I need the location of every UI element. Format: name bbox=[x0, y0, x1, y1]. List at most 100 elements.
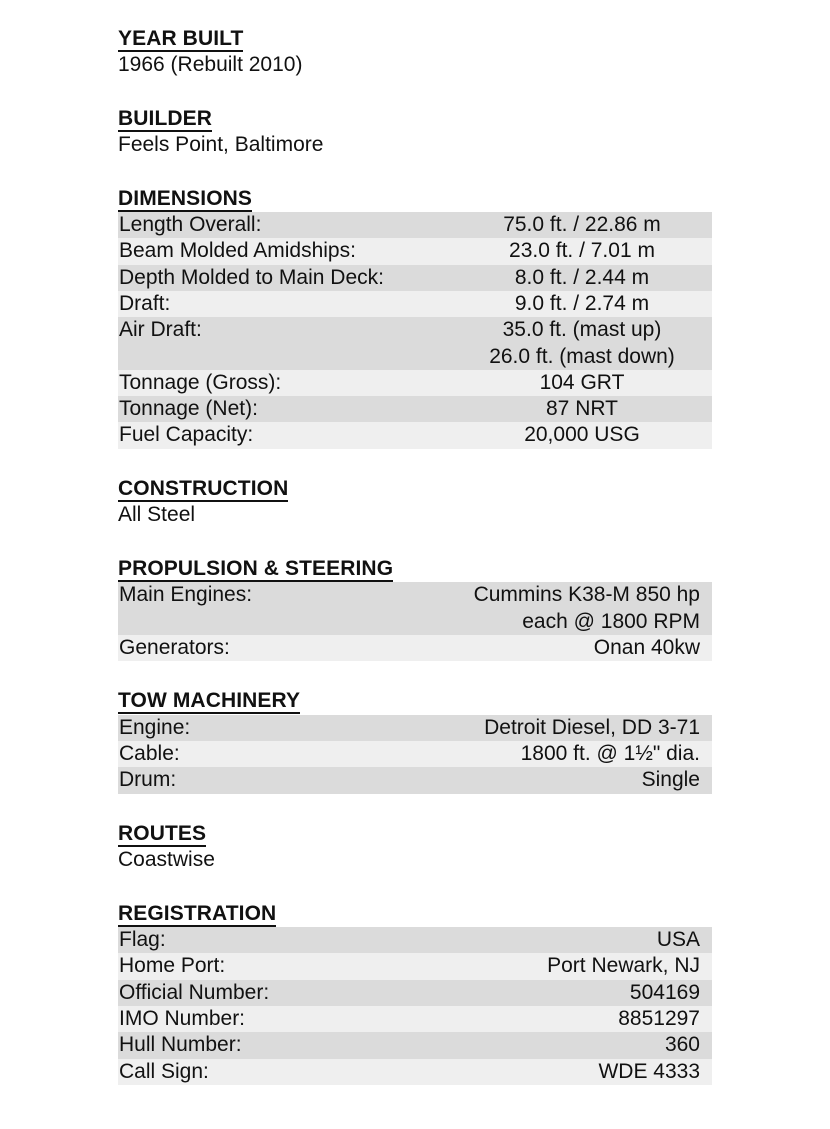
spec-value: Onan 40kw bbox=[594, 635, 712, 661]
spec-value-line: Cummins K38-M 850 hp bbox=[473, 583, 700, 607]
section-heading-wrap: CONSTRUCTION bbox=[118, 475, 712, 503]
spec-label: Beam Molded Amidships: bbox=[119, 239, 356, 263]
spec-label: Air Draft: bbox=[119, 318, 202, 342]
spec-label: Tonnage (Net): bbox=[119, 397, 258, 421]
spec-label: Drum: bbox=[119, 768, 177, 792]
spec-value-line: 87 NRT bbox=[546, 397, 618, 421]
section-heading-wrap: BUILDER bbox=[118, 105, 712, 132]
spec-row: Main Engines: Cummins K38-M 850 hp each @ … bbox=[118, 582, 712, 635]
spec-value: 75.0 ft. / 22.86 m bbox=[464, 212, 712, 238]
spec-row: Flag: USA bbox=[118, 927, 712, 954]
spec-value-line: each @ 1800 RPM bbox=[522, 609, 700, 633]
spec-label: Engine: bbox=[119, 715, 191, 739]
section-heading-wrap: TOW MACHINERY bbox=[118, 687, 712, 715]
spec-value-line: 9.0 ft. / 2.74 m bbox=[514, 291, 650, 315]
section-heading-wrap: DIMENSIONS bbox=[118, 185, 712, 212]
section-heading-wrap: ROUTES bbox=[118, 820, 712, 847]
spec-value: Cummins K38-M 850 hp each @ 1800 RPM bbox=[474, 582, 712, 635]
section-heading: REGISTRATION bbox=[118, 901, 277, 927]
spec-value-line: USA bbox=[656, 928, 700, 952]
section-text: 1966 (Rebuilt 2010) bbox=[118, 53, 303, 77]
spec-value: Single bbox=[642, 767, 712, 793]
spec-value-line: Single bbox=[641, 768, 700, 792]
spec-label: Generators: bbox=[119, 635, 230, 659]
spec-value-line: 8851297 bbox=[618, 1006, 700, 1030]
vessel-spec-sheet: YEAR BUILT 1966 (Rebuilt 2010) BUILDER Feel… bbox=[118, 25, 712, 1111]
spec-label: Flag: bbox=[119, 928, 166, 952]
spec-value: WDE 4333 bbox=[598, 1059, 712, 1085]
spec-value: 23.0 ft. / 7.01 m bbox=[464, 238, 712, 264]
spec-value: 87 NRT bbox=[464, 396, 712, 422]
spec-value: 360 bbox=[665, 1032, 712, 1058]
spec-row: Tonnage (Net): 87 NRT bbox=[118, 396, 712, 423]
spec-row: Drum: Single bbox=[118, 767, 712, 794]
section-heading: ROUTES bbox=[118, 821, 207, 847]
spec-value: 104 GRT bbox=[464, 370, 712, 396]
spec-row: Cable: 1800 ft. @ 1½" dia. bbox=[118, 741, 712, 768]
spec-row: Depth Molded to Main Deck: 8.0 ft. / 2.44… bbox=[118, 264, 712, 291]
spec-value-line: 20,000 USG bbox=[524, 423, 640, 447]
spec-value-line: 504169 bbox=[629, 980, 700, 1004]
spec-row: Hull Number: 360 bbox=[118, 1032, 712, 1059]
section-text: All Steel bbox=[118, 503, 196, 527]
spec-row: Air Draft: 35.0 ft. (mast up) 26.0 ft. (ma… bbox=[118, 317, 712, 370]
spec-label: Fuel Capacity: bbox=[119, 423, 254, 447]
section-builder: BUILDER Feels Point, Baltimore bbox=[118, 105, 712, 159]
spec-value-line: 1800 ft. @ 1½" dia. bbox=[520, 742, 700, 766]
spec-row: Length Overall: 75.0 ft. / 22.86 m bbox=[118, 212, 712, 239]
spec-value: 504169 bbox=[630, 980, 712, 1006]
spec-row: Call Sign: WDE 4333 bbox=[118, 1058, 712, 1085]
section-heading: TOW MACHINERY bbox=[118, 689, 301, 715]
spec-value-line: Detroit Diesel, DD 3-71 bbox=[484, 715, 700, 739]
spec-value-line: 104 GRT bbox=[539, 370, 625, 394]
spec-value-line: Onan 40kw bbox=[593, 635, 700, 659]
section-tow-machinery: TOW MACHINERY Engine: Detroit Diesel, DD 3… bbox=[118, 687, 712, 794]
spec-label: Length Overall: bbox=[119, 213, 262, 237]
section-construction: CONSTRUCTION All Steel bbox=[118, 475, 712, 529]
spec-row: Tonnage (Gross): 104 GRT bbox=[118, 369, 712, 397]
spec-label: Cable: bbox=[119, 742, 180, 766]
spec-label: Call Sign: bbox=[119, 1059, 209, 1083]
spec-value: 9.0 ft. / 2.74 m bbox=[464, 291, 712, 317]
spec-value: USA bbox=[657, 927, 712, 953]
section-registration: REGISTRATION Flag: USA Home Port: Port Newar… bbox=[118, 900, 712, 1085]
spec-label: Depth Molded to Main Deck: bbox=[119, 265, 384, 289]
spec-value-line: 75.0 ft. / 22.86 m bbox=[503, 213, 661, 237]
spec-label: Main Engines: bbox=[119, 583, 253, 607]
spec-row: Draft: 9.0 ft. / 2.74 m bbox=[118, 290, 712, 318]
spec-row: Home Port: Port Newark, NJ bbox=[118, 953, 712, 980]
spec-label: Tonnage (Gross): bbox=[119, 370, 282, 394]
spec-value-line: 35.0 ft. (mast up) bbox=[502, 318, 662, 342]
spec-value-line: WDE 4333 bbox=[598, 1059, 700, 1083]
spec-label: IMO Number: bbox=[119, 1006, 246, 1030]
section-propulsion-steering: PROPULSION & STEERING Main Engines: Cummin… bbox=[118, 555, 712, 662]
spec-value: 8.0 ft. / 2.44 m bbox=[464, 265, 712, 291]
spec-value: 1800 ft. @ 1½" dia. bbox=[521, 741, 712, 767]
spec-value-line: 23.0 ft. / 7.01 m bbox=[509, 239, 655, 263]
section-year-built: YEAR BUILT 1966 (Rebuilt 2010) bbox=[118, 25, 712, 79]
spec-row: Fuel Capacity: 20,000 USG bbox=[118, 422, 712, 449]
section-heading-wrap: YEAR BUILT bbox=[118, 25, 712, 52]
section-routes: ROUTES Coastwise bbox=[118, 820, 712, 874]
spec-value-line: 360 bbox=[664, 1033, 700, 1057]
spec-row: IMO Number: 8851297 bbox=[118, 1005, 712, 1033]
section-dimensions: DIMENSIONS Length Overall: 75.0 ft. / 22.8… bbox=[118, 185, 712, 449]
section-heading-wrap: PROPULSION & STEERING bbox=[118, 555, 712, 582]
spec-row: Official Number: 504169 bbox=[118, 979, 712, 1006]
spec-row: Engine: Detroit Diesel, DD 3-71 bbox=[118, 714, 712, 742]
section-heading-wrap: REGISTRATION bbox=[118, 900, 712, 927]
spec-label: Home Port: bbox=[119, 954, 226, 978]
spec-value: Port Newark, NJ bbox=[547, 953, 712, 979]
spec-value: Detroit Diesel, DD 3-71 bbox=[484, 715, 712, 741]
section-heading: DIMENSIONS bbox=[118, 186, 253, 212]
section-text: Feels Point, Baltimore bbox=[118, 133, 324, 157]
spec-value-line: 26.0 ft. (mast down) bbox=[489, 344, 675, 368]
spec-row: Beam Molded Amidships: 23.0 ft. / 7.01 m bbox=[118, 238, 712, 265]
section-heading: CONSTRUCTION bbox=[118, 477, 289, 503]
spec-row: Generators: Onan 40kw bbox=[118, 634, 712, 662]
spec-value: 8851297 bbox=[618, 1006, 712, 1032]
spec-value: 20,000 USG bbox=[464, 422, 712, 448]
section-heading: YEAR BUILT bbox=[118, 27, 244, 52]
section-heading: PROPULSION & STEERING bbox=[118, 556, 394, 582]
spec-label: Official Number: bbox=[119, 980, 270, 1004]
